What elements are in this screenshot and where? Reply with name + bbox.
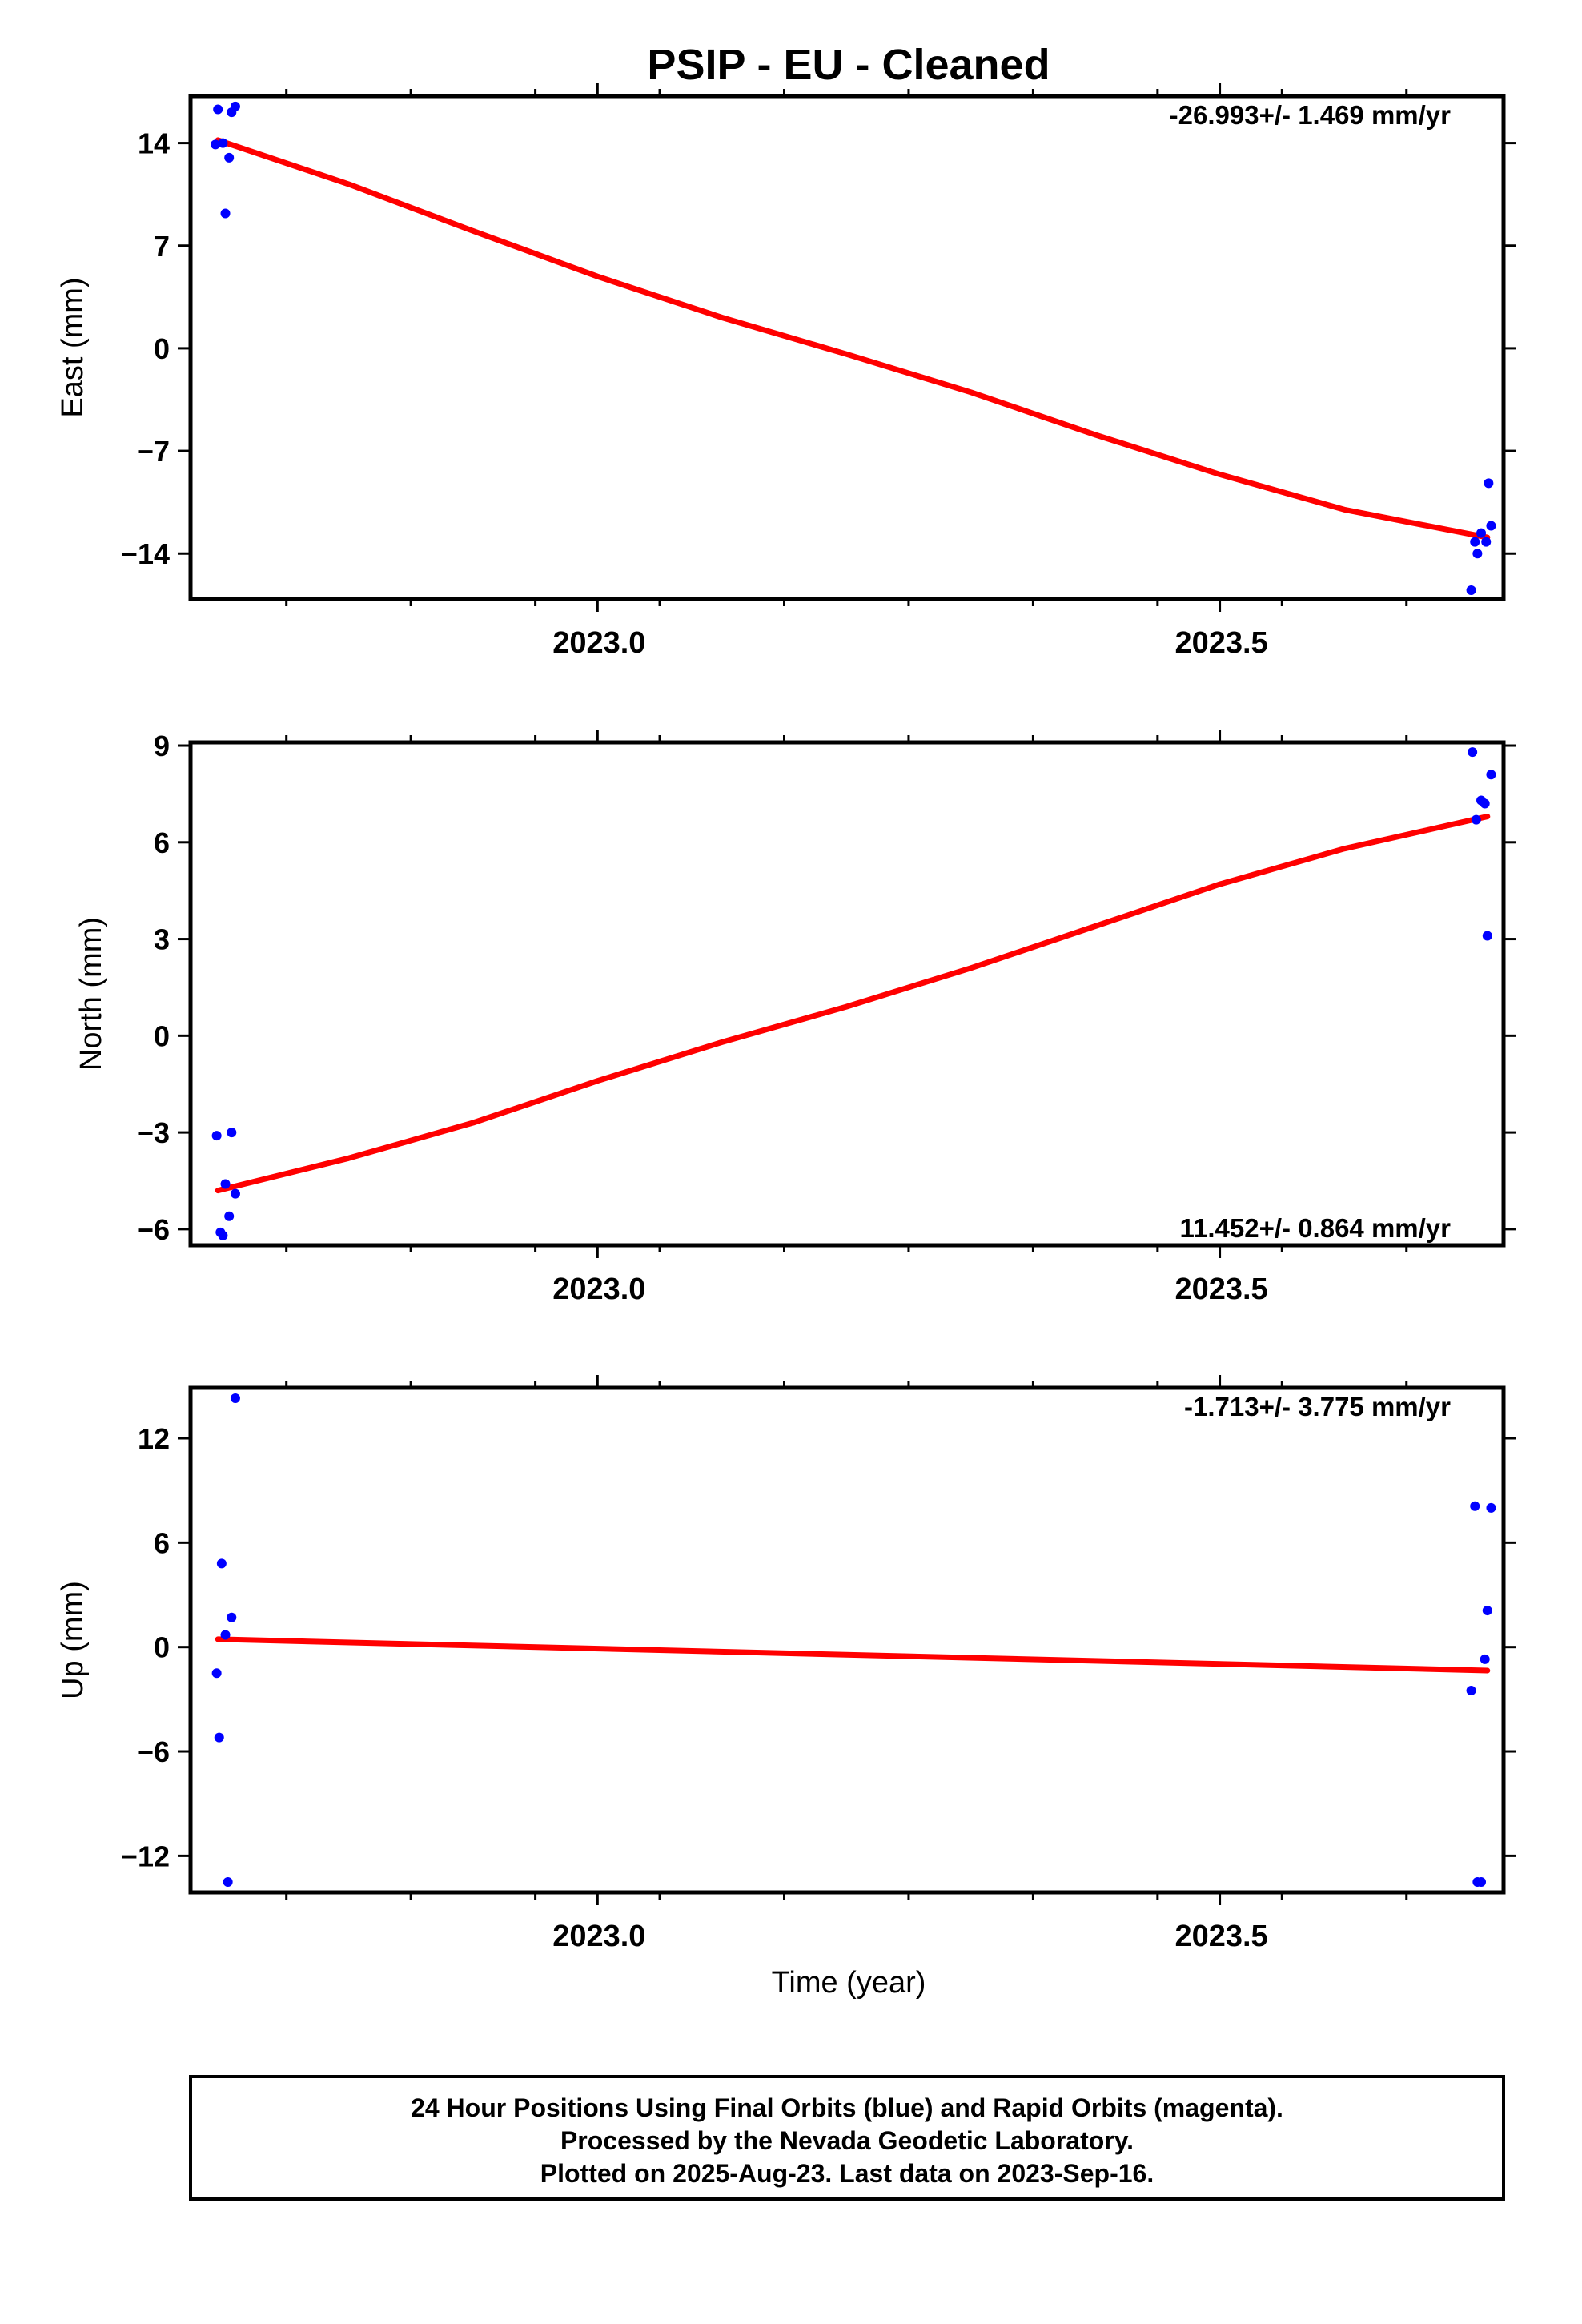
east-data-point bbox=[1481, 537, 1492, 547]
up-data-point bbox=[1486, 1502, 1496, 1513]
east-y-axis-label: East (mm) bbox=[56, 277, 90, 417]
up-data-point bbox=[1476, 1876, 1487, 1887]
east-ytick-label: −7 bbox=[137, 435, 170, 468]
north-panel: 9 6 3 0 −3 −6 2023.0 2023.5 North (mm) 11.452+/- … bbox=[74, 730, 1516, 1306]
east-xtick-label: 2023.5 bbox=[1174, 626, 1267, 660]
east-data-point bbox=[220, 208, 231, 219]
east-data-point bbox=[213, 104, 223, 115]
north-data-point bbox=[218, 1230, 228, 1240]
up-data-point bbox=[227, 1612, 237, 1622]
up-panel: 12 6 0 −6 −12 2023.0 2023.5 Up (mm) -1.713+/- 3.… bbox=[56, 1375, 1516, 1953]
up-rate-label: -1.713+/- 3.775 mm/yr bbox=[1184, 1392, 1451, 1421]
north-xtick-label: 2023.5 bbox=[1174, 1273, 1267, 1306]
north-data-point bbox=[224, 1211, 235, 1221]
up-xtick-label: 2023.0 bbox=[552, 1920, 645, 1953]
north-fit-line bbox=[215, 814, 1491, 1194]
north-data-point bbox=[227, 1128, 237, 1138]
north-ytick-label: 3 bbox=[154, 923, 170, 956]
north-data-point bbox=[220, 1179, 231, 1189]
east-data-point bbox=[1470, 537, 1480, 547]
north-ytick-label: 0 bbox=[154, 1019, 170, 1052]
up-ytick-label: −6 bbox=[137, 1735, 170, 1768]
up-data-point bbox=[1466, 1686, 1476, 1695]
up-y-axis-label: Up (mm) bbox=[56, 1581, 90, 1699]
footer-line-3: Plotted on 2025-Aug-23. Last data on 202… bbox=[540, 2159, 1154, 2188]
up-data-point bbox=[214, 1732, 224, 1743]
x-axis-label: Time (year) bbox=[772, 1966, 926, 2000]
up-data-point bbox=[216, 1558, 227, 1569]
up-data-point bbox=[1482, 1606, 1492, 1616]
north-plot-frame bbox=[188, 740, 1506, 1248]
up-ytick-label: 6 bbox=[154, 1526, 170, 1559]
up-data-point bbox=[1480, 1654, 1490, 1664]
east-ytick-label: −14 bbox=[121, 537, 170, 570]
up-plot-frame bbox=[188, 1385, 1506, 1895]
north-data-point bbox=[1486, 770, 1496, 780]
east-data-point bbox=[1486, 521, 1496, 531]
north-data-point bbox=[211, 1131, 222, 1141]
north-ytick-label: −3 bbox=[137, 1116, 170, 1149]
north-xtick-label: 2023.0 bbox=[552, 1273, 645, 1306]
up-xtick-label: 2023.5 bbox=[1174, 1920, 1267, 1953]
east-panel: 14 7 0 −7 −14 2023.0 2023.5 East (mm) -26.993+/-… bbox=[56, 83, 1516, 660]
north-ytick-label: 6 bbox=[154, 826, 170, 859]
chart-title: PSIP - EU - Cleaned bbox=[647, 41, 1050, 89]
footer-line-2: Processed by the Nevada Geodetic Laborat… bbox=[560, 2126, 1134, 2155]
east-data-point bbox=[1484, 478, 1494, 489]
north-ytick-label: −6 bbox=[137, 1213, 170, 1246]
up-data-point bbox=[230, 1393, 240, 1404]
east-data-point bbox=[224, 152, 235, 163]
north-data-point bbox=[1468, 747, 1478, 758]
footer-line-1: 24 Hour Positions Using Final Orbits (bl… bbox=[411, 2093, 1283, 2122]
up-ytick-label: 12 bbox=[138, 1422, 170, 1455]
east-data-point bbox=[211, 139, 221, 150]
east-ytick-label: 0 bbox=[154, 332, 170, 365]
north-rate-label: 11.452+/- 0.864 mm/yr bbox=[1179, 1213, 1451, 1243]
east-ytick-label: 14 bbox=[138, 127, 170, 160]
east-ytick-label: 7 bbox=[154, 230, 170, 263]
north-data-point bbox=[1471, 814, 1481, 825]
north-y-axis-label: North (mm) bbox=[74, 917, 108, 1071]
north-ytick-label: 9 bbox=[154, 730, 170, 762]
east-fit-line bbox=[215, 137, 1491, 541]
east-data-point bbox=[1472, 549, 1483, 559]
up-ytick-label: 0 bbox=[154, 1631, 170, 1664]
footer-box bbox=[189, 2075, 1505, 2201]
north-data-point bbox=[1482, 931, 1492, 941]
east-rate-label: -26.993+/- 1.469 mm/yr bbox=[1170, 100, 1451, 130]
east-plot-frame bbox=[188, 94, 1506, 601]
east-data-point bbox=[1466, 585, 1476, 596]
east-data-point bbox=[218, 138, 228, 148]
up-data-point bbox=[1470, 1501, 1480, 1511]
east-xtick-label: 2023.0 bbox=[552, 626, 645, 660]
up-ytick-label: −12 bbox=[121, 1839, 170, 1872]
up-data-point bbox=[220, 1630, 231, 1640]
up-data-point bbox=[211, 1668, 222, 1679]
up-data-point bbox=[223, 1876, 233, 1887]
east-data-point bbox=[230, 101, 240, 111]
north-data-point bbox=[1480, 798, 1490, 809]
north-data-point bbox=[230, 1188, 240, 1199]
east-data-point bbox=[1476, 528, 1487, 538]
up-fit-line bbox=[215, 1636, 1491, 1674]
